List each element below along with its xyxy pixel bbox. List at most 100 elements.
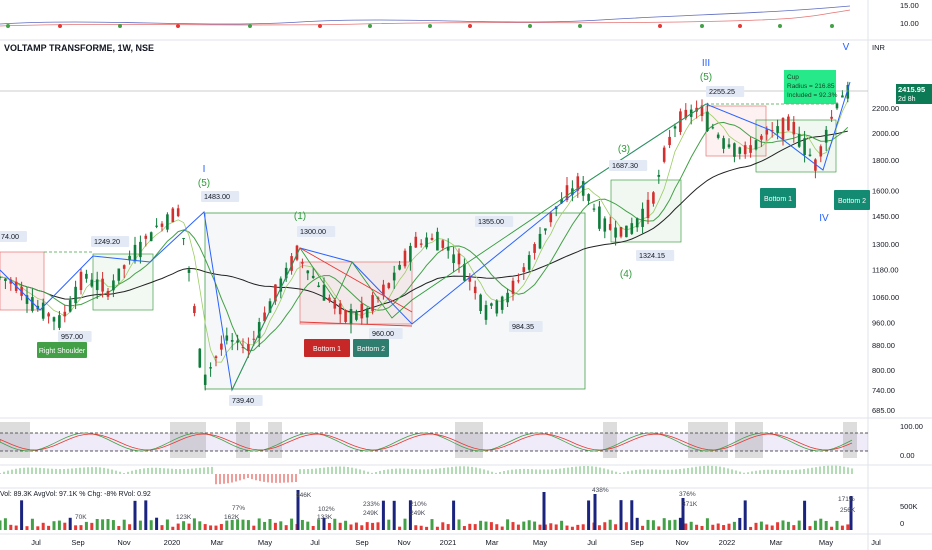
candle-body	[279, 278, 283, 292]
candle-body	[25, 295, 29, 304]
candle-body	[360, 303, 364, 319]
vol-tick-label: 500K	[900, 502, 918, 511]
candle-body	[625, 225, 628, 238]
volume-bar	[576, 524, 580, 530]
candle-body	[673, 126, 677, 129]
candle-body	[473, 286, 477, 294]
volume-bar	[597, 525, 601, 530]
volume-bar	[290, 518, 294, 530]
bottom2-label-a-bg	[353, 339, 389, 357]
candle-body	[128, 255, 131, 261]
volume-bar	[840, 525, 844, 530]
candle-body	[236, 340, 239, 343]
bottom1-label-b: Bottom 1	[764, 196, 792, 203]
volume-bar	[327, 522, 331, 530]
volume-bar	[214, 525, 218, 530]
price-axis: 2200.00 2000.00 1800.00 1600.00 1450.00 1300.…	[31, 1, 932, 547]
candle-body	[781, 118, 785, 140]
candle-body	[803, 138, 806, 156]
candle-body	[160, 223, 164, 227]
chart-title: VOLTAMP TRANSFORME, 1W, NSE	[4, 43, 155, 53]
wave-path-green	[231, 103, 707, 391]
candle-body	[646, 199, 650, 219]
candle-body	[284, 267, 288, 279]
wave-label: (1)	[294, 211, 306, 222]
candle-body	[58, 315, 61, 328]
signal-dot	[468, 24, 472, 28]
candle-body	[317, 285, 320, 288]
candle-body	[560, 199, 563, 204]
candle-body	[441, 240, 445, 248]
signal-dot	[318, 24, 322, 28]
volume-bar	[0, 520, 2, 530]
volume-bar	[90, 522, 94, 530]
volume-bar	[311, 526, 315, 530]
candle-body	[565, 185, 569, 201]
volume-bar	[500, 526, 504, 530]
volume-bar	[117, 526, 121, 530]
volume-bar	[419, 525, 423, 530]
candle-body	[79, 271, 83, 291]
signal-dot	[830, 24, 834, 28]
signal-dot	[578, 24, 582, 28]
candle-body	[733, 143, 736, 157]
vol-tick-label: 0	[900, 519, 904, 528]
volume-bar	[587, 500, 591, 530]
volume-bar	[786, 521, 790, 530]
volume-bar	[171, 526, 175, 530]
price-label: 1483.00	[204, 192, 230, 201]
time-tick-label: Sep	[355, 538, 368, 547]
volume-bar	[835, 520, 839, 530]
wedge-upper-line	[299, 247, 413, 313]
bottom1-label-b-bg	[760, 188, 796, 208]
volume-bar	[203, 524, 207, 530]
volume-bar	[155, 517, 159, 530]
volume-bar	[365, 522, 369, 530]
wave-label: V	[843, 42, 850, 53]
volume-bar	[754, 522, 758, 530]
candle-body	[203, 374, 207, 385]
volume-bar	[63, 522, 67, 530]
histogram-pane	[0, 465, 853, 485]
time-tick-label: 2020	[164, 538, 181, 547]
candle-body	[652, 192, 655, 204]
volume-bar	[468, 523, 472, 530]
osc-highlight	[236, 422, 250, 458]
wave-path-blue	[0, 81, 851, 392]
candle-body	[835, 103, 839, 109]
countdown-label: 2d 8h	[898, 96, 916, 103]
candle-body	[252, 338, 256, 340]
oscillator-pane	[0, 422, 868, 458]
volume-bar	[473, 524, 477, 530]
volume-bar	[668, 520, 672, 530]
volume-bar	[106, 519, 110, 530]
osc-highlight	[268, 422, 282, 458]
volume-bar	[257, 518, 261, 530]
candle-body	[149, 232, 153, 242]
volume-annotation: 210%	[410, 501, 427, 508]
price-label: 984.35	[512, 322, 534, 331]
volume-annotation: 70K	[75, 514, 87, 521]
wave-label: IV	[819, 213, 829, 224]
candle-body	[306, 270, 310, 274]
volume-bar	[371, 522, 375, 530]
volume-bar	[630, 500, 634, 530]
candle-body	[527, 255, 531, 270]
volume-bar	[678, 517, 682, 530]
time-tick-label: Nov	[117, 538, 131, 547]
volume-bar	[344, 520, 348, 530]
price-label: 739.40	[232, 396, 254, 405]
bottom2-label-a: Bottom 2	[357, 346, 385, 353]
volume-annotation: 133K	[317, 514, 333, 521]
candle-body	[344, 310, 347, 322]
candle-body	[144, 235, 148, 239]
candle-body	[47, 313, 50, 317]
candle-body	[106, 290, 110, 297]
osc-d-line	[0, 433, 853, 451]
candle-body	[754, 140, 758, 150]
wave-label: (4)	[620, 269, 632, 280]
candle-body	[166, 214, 169, 230]
candle-body	[122, 265, 126, 269]
candle-body	[711, 127, 715, 129]
candle-body	[68, 300, 72, 312]
